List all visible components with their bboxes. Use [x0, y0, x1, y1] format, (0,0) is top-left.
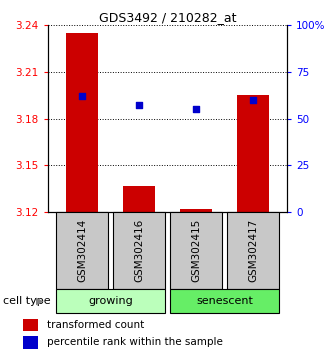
Bar [22, 336, 38, 349]
Text: percentile rank within the sample: percentile rank within the sample [47, 337, 223, 347]
Text: cell type: cell type [3, 296, 51, 306]
Bar [180, 209, 212, 212]
Bar [66, 33, 98, 212]
Bar [22, 319, 38, 331]
Point [136, 103, 142, 108]
Point [250, 97, 255, 103]
Bar [170, 212, 222, 289]
Text: GSM302414: GSM302414 [77, 219, 87, 282]
Text: transformed count: transformed count [47, 320, 144, 330]
Text: GSM302417: GSM302417 [248, 219, 258, 282]
Text: GSM302416: GSM302416 [134, 219, 144, 282]
Bar [113, 212, 165, 289]
Point [193, 106, 199, 112]
Text: senescent: senescent [196, 296, 253, 306]
Text: GSM302415: GSM302415 [191, 219, 201, 282]
Bar [227, 212, 279, 289]
Title: GDS3492 / 210282_at: GDS3492 / 210282_at [99, 11, 236, 24]
Bar [123, 186, 155, 212]
Bar [170, 289, 279, 313]
Bar [56, 212, 108, 289]
Point [80, 93, 85, 99]
Text: growing: growing [88, 296, 133, 306]
Text: ▶: ▶ [36, 296, 43, 306]
Bar [56, 289, 165, 313]
Bar [237, 95, 269, 212]
